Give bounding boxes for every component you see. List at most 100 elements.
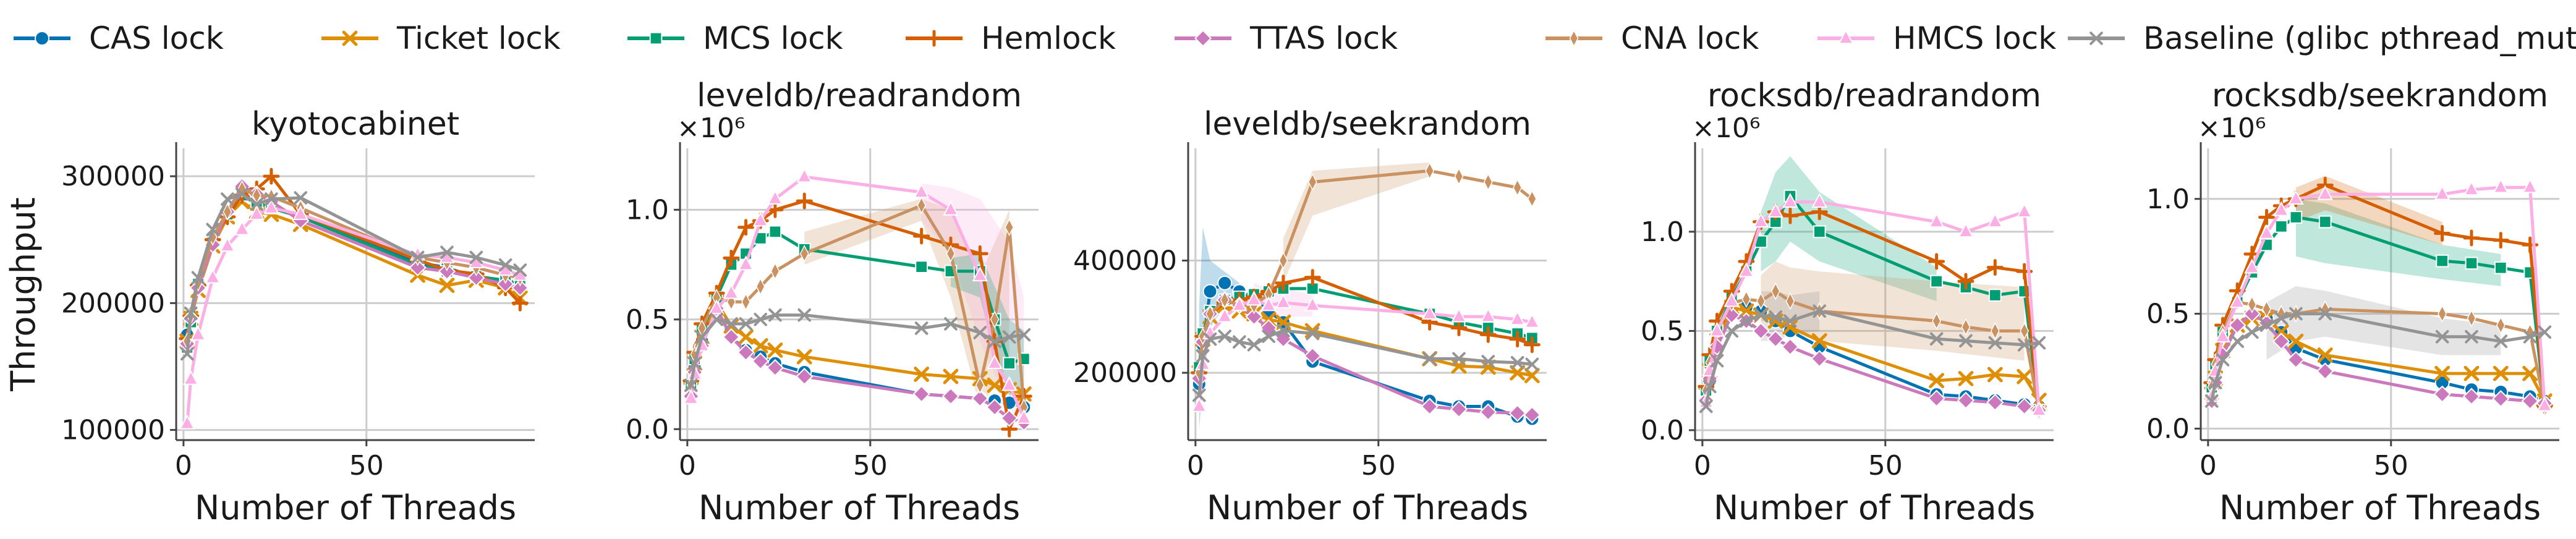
data-point	[1957, 391, 1975, 409]
data-point	[1421, 397, 1439, 415]
x-axis-label: Number of Threads	[1207, 488, 1528, 527]
data-point	[1000, 409, 1018, 427]
data-point	[767, 189, 783, 205]
data-point	[1509, 331, 1526, 348]
data-point	[1957, 273, 1975, 290]
legend-swatch-marker	[925, 30, 943, 47]
data-point	[990, 310, 1000, 329]
data-point	[2465, 257, 2478, 270]
data-point	[1959, 334, 1973, 348]
data-point	[1450, 319, 1468, 336]
data-point	[1986, 393, 2004, 412]
data-point	[1724, 292, 1740, 307]
data-point	[1753, 213, 1769, 228]
data-point	[768, 225, 782, 239]
data-point	[1770, 282, 1780, 300]
data-point	[710, 313, 723, 326]
data-point	[191, 271, 205, 285]
data-point	[179, 414, 195, 430]
data-point	[1483, 173, 1493, 191]
data-point	[684, 378, 698, 393]
data-point	[1961, 318, 1971, 336]
data-point	[2020, 322, 2030, 340]
y-multiplier-label: ×10⁶	[677, 112, 746, 144]
data-point	[2463, 229, 2480, 247]
data-point	[1246, 291, 1262, 306]
series-baseline-glibc-pthread-mutex	[2204, 307, 2552, 408]
data-point	[2204, 394, 2219, 408]
data-point	[263, 168, 280, 185]
data-point	[799, 245, 809, 263]
x-tick-label: 50	[1868, 450, 1903, 482]
data-point	[1930, 274, 1943, 288]
data-point	[767, 342, 783, 358]
data-point	[2216, 353, 2230, 367]
data-point	[913, 183, 930, 198]
legend-swatch-marker	[649, 32, 663, 45]
data-point	[2318, 307, 2332, 321]
band-baseline-glibc-pthread-mutex	[1761, 291, 1820, 341]
data-point	[1769, 310, 1782, 324]
data-point	[2017, 368, 2033, 384]
data-point	[1710, 354, 1724, 368]
data-point	[1002, 330, 1016, 344]
data-point	[2492, 232, 2509, 249]
data-point	[1260, 296, 1277, 312]
x-tick-label: 50	[853, 450, 888, 482]
data-point	[1231, 296, 1248, 312]
data-point	[1725, 324, 1738, 338]
data-point	[2259, 318, 2274, 332]
x-axis-label: Number of Threads	[699, 488, 1020, 527]
data-point	[914, 367, 930, 382]
data-point	[683, 389, 699, 404]
data-point	[2031, 401, 2047, 417]
data-point	[943, 368, 959, 384]
data-point	[1782, 207, 1799, 224]
data-point	[768, 308, 782, 322]
data-point	[467, 269, 485, 287]
data-point	[2274, 220, 2288, 233]
data-point	[1781, 338, 1799, 356]
legend-swatch-marker	[342, 30, 358, 46]
data-point	[987, 354, 1003, 370]
data-point	[1702, 380, 1717, 394]
data-point	[1699, 399, 1713, 414]
data-point	[973, 326, 987, 339]
data-point	[1958, 223, 1974, 238]
data-point	[1524, 313, 1540, 328]
data-point	[1481, 355, 1495, 368]
data-point	[915, 260, 928, 273]
data-point	[1767, 202, 1783, 218]
legend-item-cas-lock: CAS lock	[14, 20, 224, 56]
data-point	[263, 198, 279, 214]
data-point	[737, 343, 755, 362]
x-tick-label: 50	[349, 450, 384, 482]
data-point	[237, 180, 247, 198]
data-point	[2229, 316, 2247, 334]
data-point	[1479, 403, 1497, 421]
data-point	[1811, 192, 1827, 208]
y-tick-label: 0.0	[2146, 413, 2190, 444]
data-point	[1205, 305, 1215, 323]
data-point	[1003, 357, 1016, 370]
data-point	[1813, 225, 1826, 239]
panel-title: kyotocabinet	[252, 106, 459, 143]
data-point	[2434, 225, 2451, 242]
data-point	[1709, 321, 1725, 337]
data-point	[1278, 252, 1288, 270]
legend-swatch-marker	[1194, 29, 1212, 48]
panel-title: rocksdb/seekrandom	[2212, 77, 2548, 114]
data-point	[2243, 305, 2261, 323]
data-point	[498, 258, 512, 272]
data-point	[2493, 178, 2509, 193]
data-point	[1990, 322, 2000, 340]
data-point	[988, 334, 1001, 349]
data-point	[1510, 365, 1526, 381]
data-point	[1245, 308, 1263, 326]
data-point	[1452, 352, 1466, 366]
data-point	[708, 299, 725, 315]
data-point	[2496, 316, 2506, 334]
data-point	[265, 192, 278, 206]
x-tick-label: 50	[1361, 450, 1396, 482]
data-point	[1740, 314, 1753, 328]
